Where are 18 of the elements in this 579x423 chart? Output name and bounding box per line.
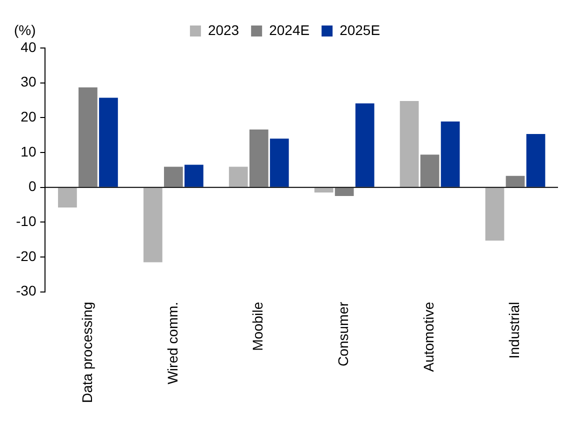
x-tick-label: Automotive (420, 302, 437, 372)
y-tick-label: -10 (16, 213, 36, 230)
y-tick-label: 40 (20, 38, 36, 55)
x-tick-label: Moobile (250, 302, 266, 351)
y-tick-label: -20 (16, 248, 36, 264)
legend-label: 2025E (340, 22, 380, 38)
y-tick-label: -30 (16, 282, 36, 299)
y-tick-label: 20 (20, 108, 36, 125)
legend-label: 2024E (269, 22, 310, 38)
legend-label: 2023 (208, 22, 240, 38)
x-tick-label: Consumer (335, 302, 352, 366)
x-tick-label: Industrial (506, 302, 522, 359)
y-tick-label: 0 (28, 178, 36, 194)
x-tick-label: Wired comm. (164, 302, 180, 384)
y-tick-label: 30 (20, 74, 36, 90)
x-tick-label: Data processing (78, 302, 95, 404)
y-axis-title: (%) (14, 22, 36, 38)
y-tick-label: 10 (20, 143, 36, 160)
